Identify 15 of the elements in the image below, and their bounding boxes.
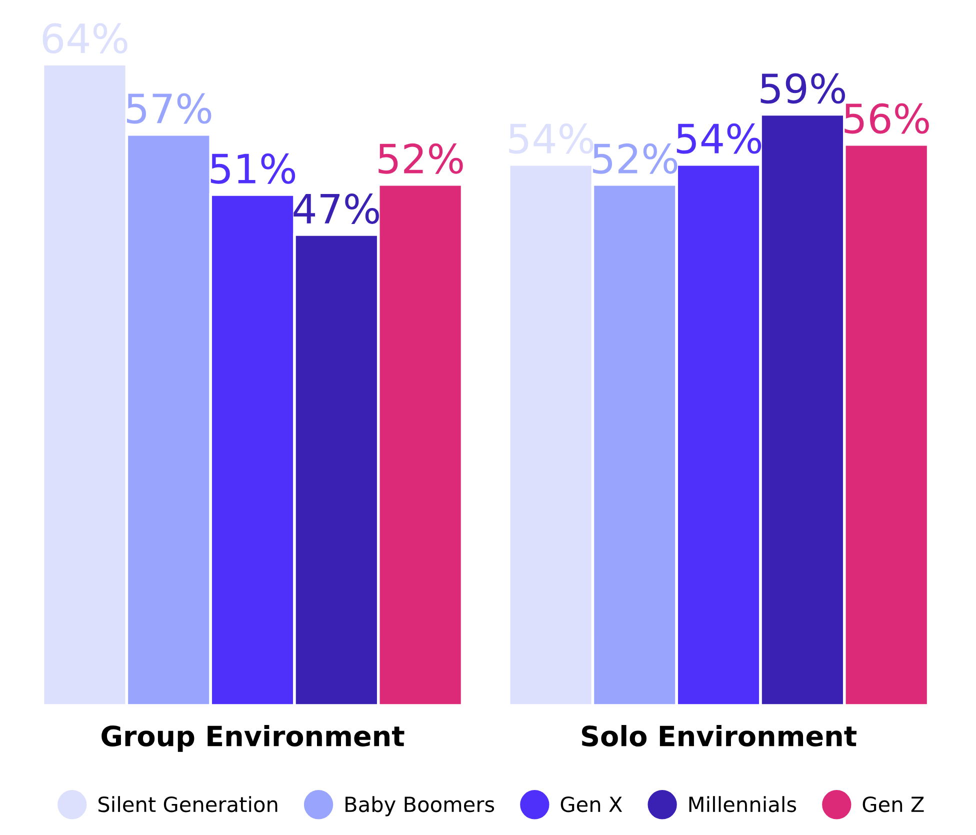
- data-label: 59%: [760, 73, 846, 104]
- data-label: 52%: [593, 143, 678, 174]
- data-label: 52%: [378, 143, 463, 174]
- data-label: 54%: [676, 123, 762, 154]
- legend-label: Millennials: [689, 796, 796, 812]
- data-label: 56%: [844, 103, 929, 134]
- legend-label: Gen X: [560, 796, 622, 812]
- legend-label: Gen Z: [862, 796, 924, 812]
- data-label: 47%: [294, 193, 379, 224]
- data-label: 57%: [127, 93, 212, 124]
- legend-label: Baby Boomers: [346, 796, 494, 816]
- x-tick-label: Solo Environment: [582, 725, 857, 747]
- data-label: 51%: [210, 153, 296, 184]
- x-tick-label: Group Environment: [102, 725, 404, 752]
- legend-label: Silent Generation: [98, 796, 278, 812]
